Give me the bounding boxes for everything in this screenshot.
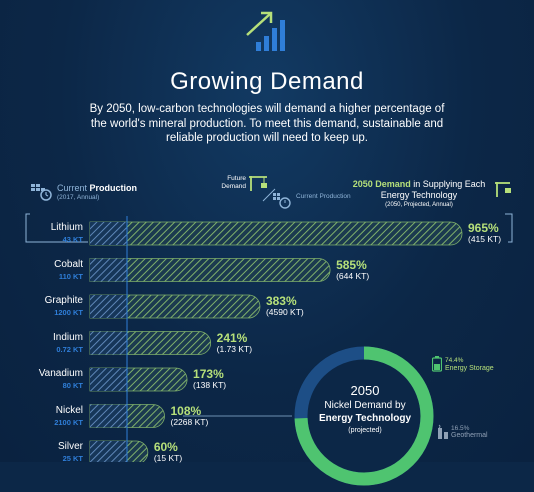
mineral-name: Cobalt xyxy=(54,258,83,270)
current-production-value: 1200 KT xyxy=(54,308,83,317)
current-production-bar xyxy=(90,404,127,428)
mineral-name: Silver xyxy=(57,441,83,452)
current-production-bar xyxy=(90,222,127,245)
mineral-name: Vanadium xyxy=(38,368,83,379)
current-production-bar xyxy=(90,331,127,355)
current-production-value: 25 KT xyxy=(62,454,83,463)
current-production-value: 110 KT xyxy=(58,271,83,281)
legend-divider-icon xyxy=(262,188,276,202)
crane-icon xyxy=(249,176,267,191)
demand-kt-label: (1.73 KT) xyxy=(216,343,253,354)
future-demand-legend: Future Demand xyxy=(221,175,246,190)
energy-storage-pct: 74.4% xyxy=(445,357,464,364)
demand-pct-label: 965% xyxy=(468,221,499,235)
factory-clock-small-icon xyxy=(273,193,291,209)
demand-header: 2050 Demand in Supplying Each Energy Tec… xyxy=(352,179,486,200)
demand-pct-label: 585% xyxy=(336,257,367,272)
donut-caption: Nickel Demand by Energy Technology xyxy=(318,400,412,424)
current-production-label: Current Production xyxy=(57,183,138,193)
current-production-value: 2100 KT xyxy=(54,417,83,427)
current-production-legend: Current Production xyxy=(296,193,351,200)
current-production-bar xyxy=(90,295,127,318)
current-production-value: 43 KT xyxy=(62,235,83,244)
current-production-bar xyxy=(90,368,127,391)
mineral-name: Lithium xyxy=(50,222,83,233)
geothermal-label: Geothermal xyxy=(451,432,488,439)
battery-icon xyxy=(432,356,442,372)
demand-kt-label: (15 KT) xyxy=(153,453,183,463)
mineral-name: Indium xyxy=(52,331,83,343)
demand-pct-label: 108% xyxy=(170,403,202,418)
demand-kt-label: (644 KT) xyxy=(336,270,370,281)
current-production-bar xyxy=(90,441,127,462)
current-production-value: 0.72 KT xyxy=(56,344,83,354)
geothermal-pct: 16.5% xyxy=(451,425,470,432)
demand-bar xyxy=(89,294,261,319)
demand-pct-label: 173% xyxy=(193,367,224,381)
demand-bar xyxy=(89,221,463,246)
intro-text: By 2050, low-carbon technologies will de… xyxy=(89,103,445,144)
geothermal-icon xyxy=(438,424,448,439)
demand-bar xyxy=(89,258,331,282)
demand-kt-label: (138 KT) xyxy=(193,380,227,390)
mineral-name: Nickel xyxy=(55,404,83,416)
current-production-value: 80 KT xyxy=(62,381,83,390)
donut-sub: (projected) xyxy=(348,427,382,434)
growth-chart-icon xyxy=(246,11,285,51)
demand-kt-label: (2268 KT) xyxy=(170,416,209,427)
demand-bar-chart xyxy=(25,213,513,462)
current-production-sub: (2017, Annual) xyxy=(57,194,100,201)
mineral-name: Graphite xyxy=(44,295,83,306)
energy-storage-label: Energy Storage xyxy=(445,365,494,372)
demand-pct-label: 383% xyxy=(265,294,297,308)
factory-clock-icon xyxy=(31,184,52,201)
demand-kt-label: (4590 KT) xyxy=(265,307,304,317)
page-title: Growing Demand xyxy=(170,68,364,95)
demand-kt-label: (415 KT) xyxy=(468,234,502,244)
current-production-bar xyxy=(90,258,127,282)
demand-header-sub: (2050, Projected, Annual) xyxy=(385,202,453,208)
demand-pct-label: 60% xyxy=(153,440,178,454)
donut-year: 2050 xyxy=(350,383,380,398)
crane-right-icon xyxy=(495,182,511,197)
right-bracket xyxy=(505,213,513,243)
demand-pct-label: 241% xyxy=(216,330,248,345)
